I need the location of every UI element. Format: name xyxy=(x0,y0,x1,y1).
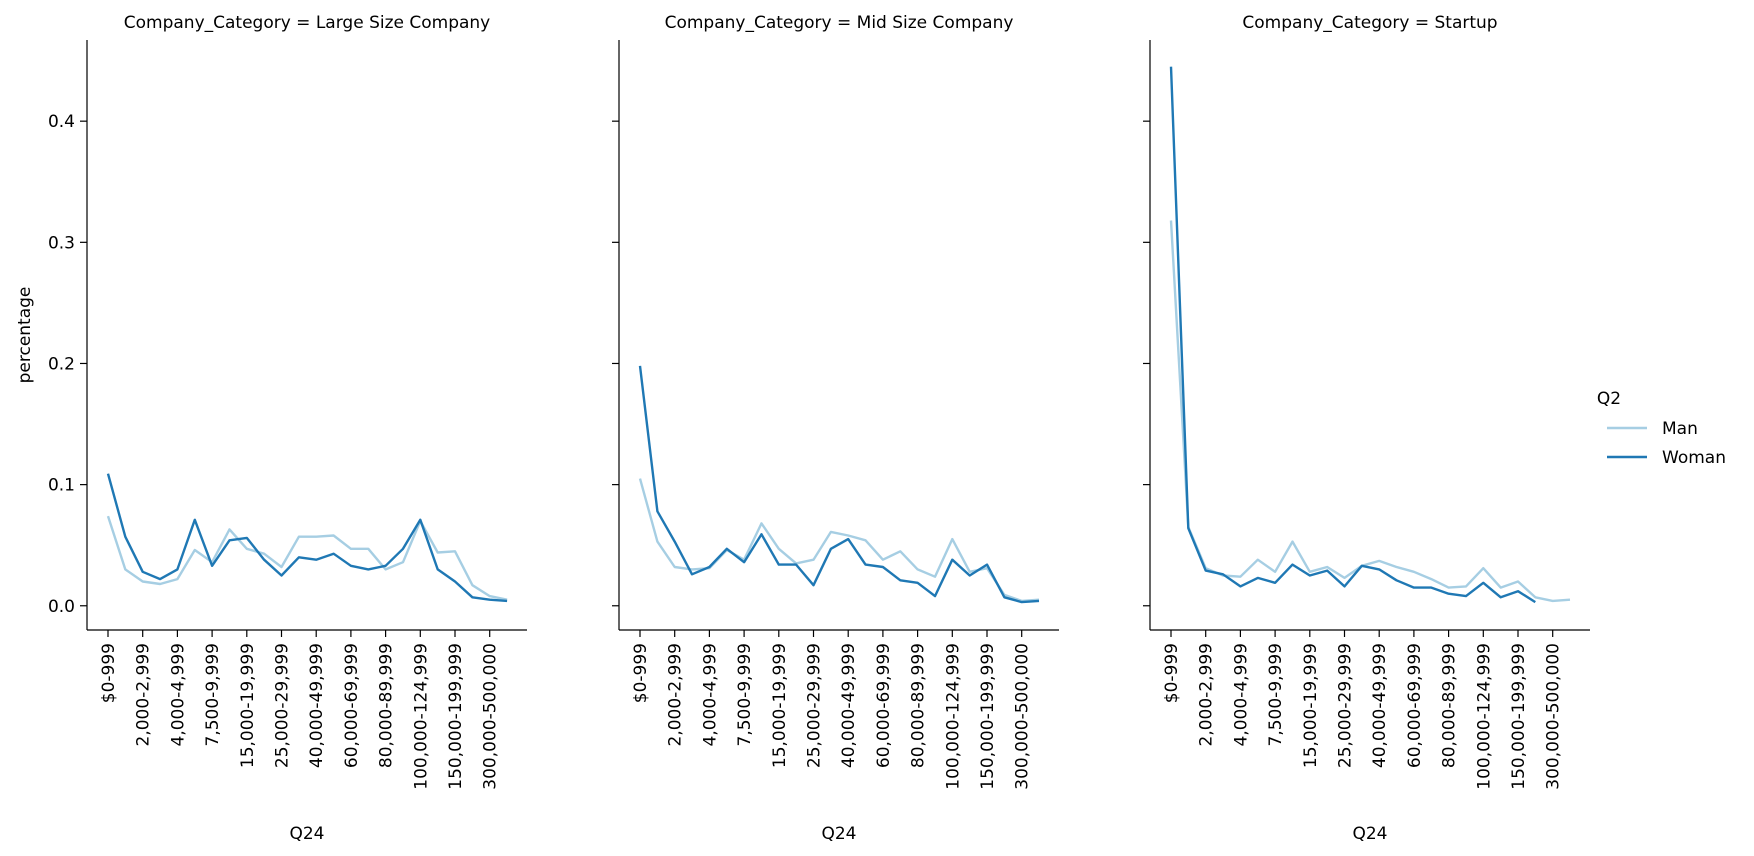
panel-title: Company_Category = Mid Size Company xyxy=(665,13,1014,33)
series-line-man xyxy=(106,515,508,601)
y-tick-label: 0.2 xyxy=(48,354,75,374)
y-tick-label: 0.0 xyxy=(48,597,75,617)
x-axis-label: Q24 xyxy=(1352,824,1387,844)
x-tick-label: 7,500-9,999 xyxy=(735,643,755,746)
series-line-man xyxy=(1169,220,1571,603)
x-tick-label: 15,000-19,999 xyxy=(770,643,790,768)
x-tick-label: 4,000-4,999 xyxy=(700,643,720,746)
legend-label-woman: Woman xyxy=(1662,448,1726,468)
panel-3: Company_Category = Startup $0-999 2,000-2,… xyxy=(1143,13,1590,844)
panel-2: Company_Category = Mid Size Company $0-99… xyxy=(612,13,1059,844)
x-tick-label: 150,000-199,999 xyxy=(978,643,998,790)
series-line-woman xyxy=(106,473,508,603)
x-tick-label: 60,000-69,999 xyxy=(342,643,362,768)
y-axis-label: percentage xyxy=(15,287,35,384)
x-tick-label: 100,000-124,999 xyxy=(943,643,963,790)
x-tick-label: $0-999 xyxy=(99,643,119,703)
x-tick-label: 60,000-69,999 xyxy=(1405,643,1425,768)
x-tick-label: 40,000-49,999 xyxy=(839,643,859,768)
x-tick-label: 80,000-89,999 xyxy=(909,643,929,768)
x-tick-label: 300,000-500,000 xyxy=(481,643,501,790)
x-tick-label: 100,000-124,999 xyxy=(1474,643,1494,790)
x-tick-label: 4,000-4,999 xyxy=(168,643,188,746)
x-tick-label: 25,000-29,999 xyxy=(273,643,293,768)
x-axis-label: Q24 xyxy=(289,824,324,844)
x-tick-label: 25,000-29,999 xyxy=(805,643,825,768)
legend-label-man: Man xyxy=(1662,419,1698,439)
series-line-woman xyxy=(1169,66,1536,604)
x-tick-label: 25,000-29,999 xyxy=(1336,643,1356,768)
x-tick-label: 15,000-19,999 xyxy=(1301,643,1321,768)
panel-1: Company_Category = Large Size Company 0.0… xyxy=(15,13,527,844)
x-tick-label: $0-999 xyxy=(631,643,651,703)
x-tick-label: 40,000-49,999 xyxy=(307,643,327,768)
legend: Q2 Man Woman xyxy=(1597,389,1726,468)
x-tick-label: 80,000-89,999 xyxy=(377,643,397,768)
x-tick-label: 7,500-9,999 xyxy=(203,643,223,746)
x-tick-label: 2,000-2,999 xyxy=(134,643,154,746)
x-tick-label: 60,000-69,999 xyxy=(874,643,894,768)
x-axis-label: Q24 xyxy=(821,824,856,844)
x-tick-label: $0-999 xyxy=(1162,643,1182,703)
legend-title: Q2 xyxy=(1597,389,1621,409)
x-tick-label: 100,000-124,999 xyxy=(411,643,431,790)
x-tick-label: 2,000-2,999 xyxy=(666,643,686,746)
panel-title: Company_Category = Startup xyxy=(1242,13,1497,33)
x-tick-label: 7,500-9,999 xyxy=(1266,643,1286,746)
x-tick-label: 80,000-89,999 xyxy=(1440,643,1460,768)
x-tick-label: 2,000-2,999 xyxy=(1197,643,1217,746)
y-tick-label: 0.3 xyxy=(48,233,75,253)
x-tick-label: 150,000-199,999 xyxy=(446,643,466,790)
series-line-man xyxy=(638,478,1040,603)
x-tick-label: 15,000-19,999 xyxy=(238,643,258,768)
x-tick-label: 150,000-199,999 xyxy=(1509,643,1529,790)
x-tick-label: 4,000-4,999 xyxy=(1231,643,1251,746)
x-tick-label: 40,000-49,999 xyxy=(1370,643,1390,768)
x-tick-label: 300,000-500,000 xyxy=(1544,643,1564,790)
y-tick-label: 0.4 xyxy=(48,112,75,132)
series-line-woman xyxy=(638,365,1040,604)
facet-panels: Company_Category = Large Size Company 0.0… xyxy=(15,13,1590,844)
panel-title: Company_Category = Large Size Company xyxy=(124,13,491,33)
y-tick-label: 0.1 xyxy=(48,476,75,496)
x-tick-label: 300,000-500,000 xyxy=(1013,643,1033,790)
